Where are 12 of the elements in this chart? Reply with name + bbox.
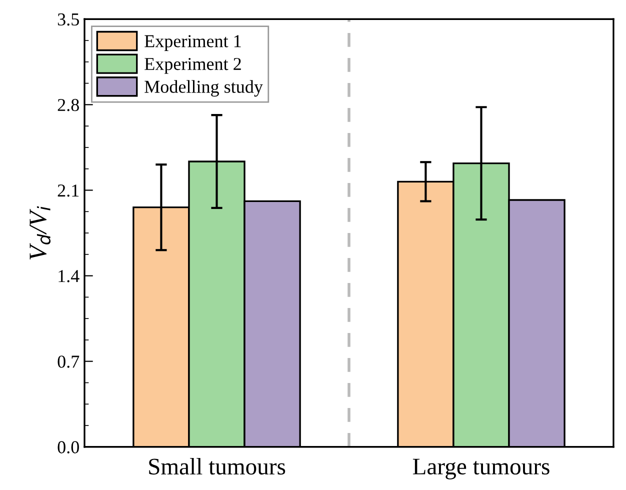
y-tick-label: 3.5 bbox=[58, 13, 79, 26]
y-tick-label: 2.1 bbox=[58, 184, 79, 197]
legend-label: Experiment 2 bbox=[144, 58, 241, 74]
legend-label: Modelling study bbox=[144, 80, 263, 97]
x-tick-label: Large tumours bbox=[412, 458, 550, 480]
y-tick-label: 0.7 bbox=[58, 356, 80, 368]
y-tick-label: 1.4 bbox=[58, 270, 80, 282]
legend-label: Experiment 1 bbox=[144, 35, 241, 51]
x-tick-label: Small tumours bbox=[149, 458, 286, 475]
y-axis-title: V$_{d}$/V$_{i}$ bbox=[30, 206, 51, 260]
y-tick-label: 2.8 bbox=[58, 98, 79, 112]
y-tick-label: 0.0 bbox=[58, 441, 79, 454]
